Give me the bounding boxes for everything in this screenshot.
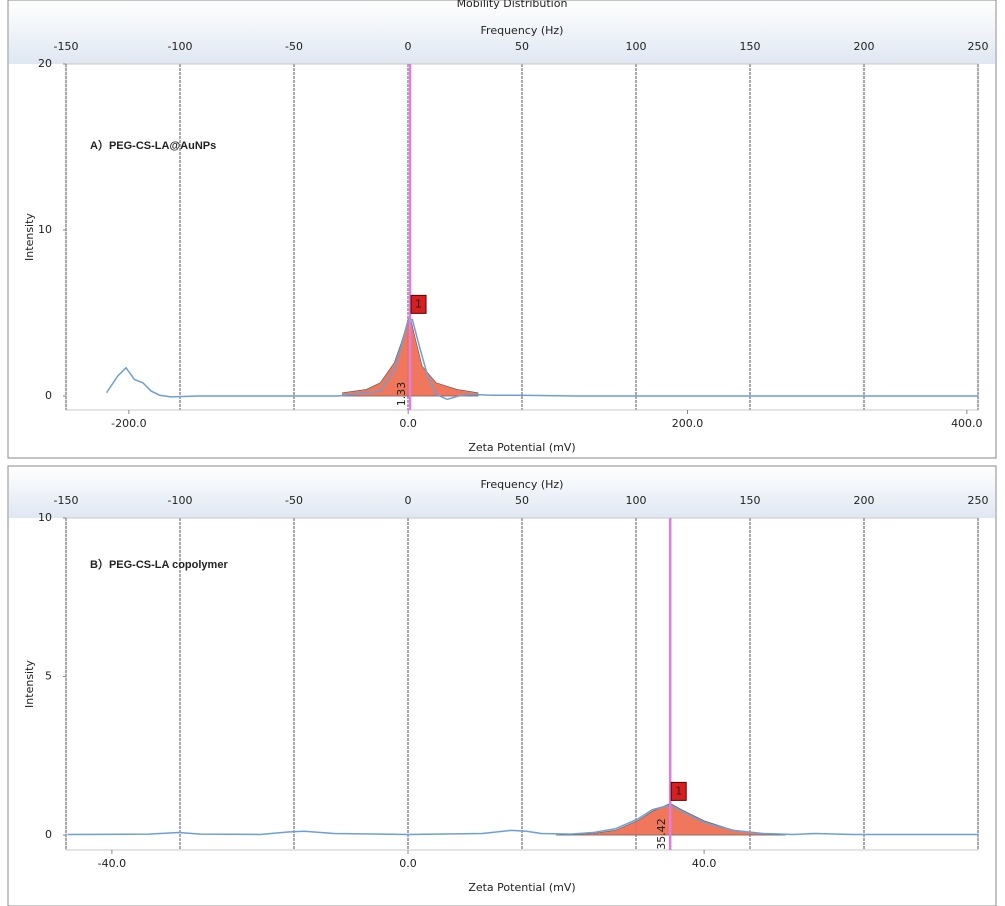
x2-axis-label: Frequency (Hz) [481,24,564,37]
x-tick-label: 400.0 [951,417,983,430]
panel-header [9,1,995,64]
x-tick-label: 0.0 [399,417,417,430]
x2-tick-label: 150 [740,494,761,507]
x2-tick-label: 0 [405,40,412,53]
panel-annotation: A）PEG-CS-LA@AuNPs [90,139,216,152]
chart-title: Mobility Distribution [457,0,568,10]
x2-tick-label: -150 [54,40,79,53]
y-tick-label: 10 [38,511,52,524]
x2-tick-label: 100 [626,40,647,53]
x2-tick-label: 200 [854,494,875,507]
distribution-line [105,318,978,401]
x2-tick-label: 250 [968,494,989,507]
x2-tick-label: -100 [168,494,193,507]
x-axis-label: Zeta Potential (mV) [468,441,575,454]
x2-tick-label: 200 [854,40,875,53]
distribution-line [67,804,978,836]
peak-marker-box [410,294,427,314]
x-tick-label: -200.0 [111,417,146,430]
x-tick-label: 0.0 [399,857,417,870]
x2-tick-label: -150 [54,494,79,507]
y-tick-label: 0 [45,828,52,841]
x2-tick-label: 50 [515,40,529,53]
y-tick-label: 0 [45,389,52,402]
x2-tick-label: -100 [168,40,193,53]
peak-value: 1.33 [395,382,408,407]
x-tick-label: -40.0 [98,857,126,870]
panel-header [9,467,995,518]
x2-tick-label: 250 [968,40,989,53]
x-tick-label: 40.0 [692,857,717,870]
panel-annotation: B）PEG-CS-LA copolymer [90,558,228,571]
y-axis-label: Intensity [23,213,36,261]
peak-value: 35.42 [655,818,668,850]
peak-marker: 1 [415,297,422,310]
x2-tick-label: 100 [626,494,647,507]
y-tick-label: 10 [38,223,52,236]
peak-marker: 1 [675,784,682,797]
x-axis-label: Zeta Potential (mV) [468,881,575,894]
y-tick-label: 5 [45,670,52,683]
y-axis-label: Intensity [23,660,36,708]
x2-tick-label: -50 [285,40,303,53]
peak-marker-box [670,781,687,801]
x2-tick-label: 150 [740,40,761,53]
y-tick-label: 20 [38,57,52,70]
x2-tick-label: 0 [405,494,412,507]
x2-tick-label: -50 [285,494,303,507]
x-tick-label: 200.0 [672,417,704,430]
x2-axis-label: Frequency (Hz) [481,478,564,491]
x2-tick-label: 50 [515,494,529,507]
